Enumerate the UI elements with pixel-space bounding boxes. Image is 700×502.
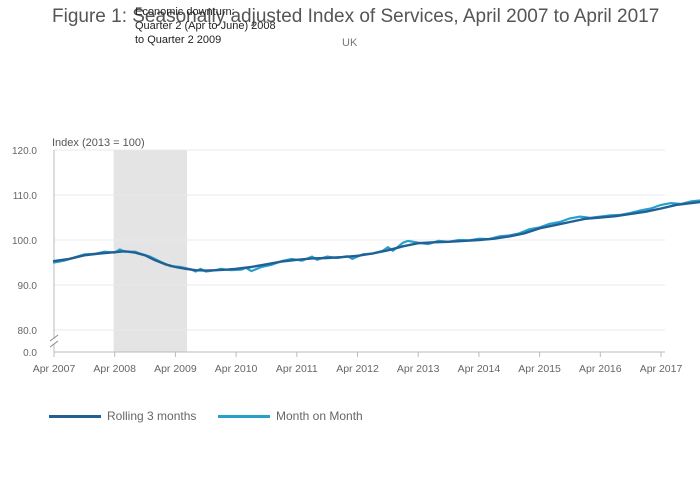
y-axis-label: Index (2013 = 100) [52, 137, 145, 149]
y-tick-label: 0.0 [23, 348, 37, 359]
x-tick-label: Apr 2008 [93, 363, 136, 375]
x-tick-label: Apr 2017 [640, 363, 683, 375]
x-tick-label: Apr 2014 [458, 363, 501, 375]
x-tick-label: Apr 2012 [336, 363, 379, 375]
downturn-annotation: Economic downturn: Quarter 2 (Apr to Jun… [135, 5, 276, 47]
series-line-rolling-3-months [52, 200, 700, 272]
y-tick-label: 80.0 [18, 326, 38, 337]
y-tick-label: 90.0 [18, 281, 38, 292]
legend-item-rolling[interactable]: Rolling 3 months [49, 409, 196, 423]
chart-title: Figure 1: Seasonally adjusted Index of S… [52, 6, 660, 27]
x-tick-label: Apr 2016 [579, 363, 622, 375]
legend-swatch-rolling [49, 414, 101, 418]
y-tick-label: 100.0 [12, 236, 37, 247]
annotation-line-3: to Quarter 2 2009 [135, 34, 222, 46]
x-tick-label: Apr 2011 [276, 363, 318, 375]
legend-label-rolling: Rolling 3 months [107, 409, 197, 423]
axis-break-mark [49, 340, 59, 348]
x-tick-label: Apr 2015 [518, 363, 561, 375]
legend-swatch-month [218, 414, 270, 418]
x-tick-label: Apr 2013 [397, 363, 440, 375]
annotation-line-2: Quarter 2 (Apr to June) 2008 [135, 20, 276, 32]
legend-label-month: Month on Month [276, 409, 363, 423]
y-tick-label: 120.0 [12, 146, 37, 157]
annotation-line-1: Economic downturn: [135, 6, 235, 18]
x-tick-label: Apr 2009 [154, 363, 197, 375]
y-tick-label: 110.0 [13, 191, 38, 202]
x-tick-label: Apr 2007 [33, 363, 76, 375]
legend-item-month[interactable]: Month on Month [218, 409, 363, 423]
chart-subtitle: UK [342, 37, 358, 49]
axis-break-mark [49, 334, 59, 342]
x-tick-label: Apr 2010 [215, 363, 258, 375]
